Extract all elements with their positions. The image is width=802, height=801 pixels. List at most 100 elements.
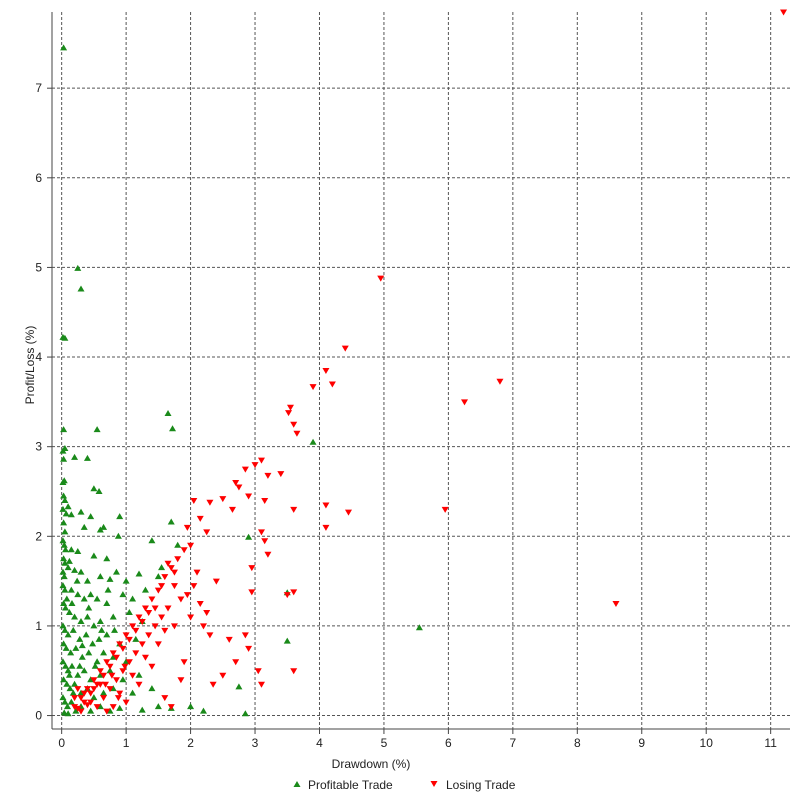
data-point <box>60 676 68 683</box>
y-tick-label: 1 <box>35 619 42 633</box>
data-point <box>151 605 159 612</box>
data-point <box>108 672 116 679</box>
data-point <box>286 404 294 411</box>
data-point <box>290 668 298 675</box>
data-point <box>62 510 70 517</box>
data-point <box>60 492 68 499</box>
data-point <box>161 695 169 702</box>
data-point <box>169 425 177 432</box>
data-point <box>344 509 352 516</box>
data-point <box>71 566 79 573</box>
data-point <box>100 689 108 696</box>
data-point <box>109 685 117 692</box>
data-point <box>83 702 91 709</box>
data-point <box>203 529 211 536</box>
data-point <box>277 471 285 478</box>
axes <box>51 12 790 730</box>
data-point <box>341 345 349 352</box>
data-point <box>96 617 104 624</box>
y-tick-label: 6 <box>35 171 42 185</box>
data-point <box>148 596 156 603</box>
data-point <box>129 595 137 602</box>
data-point <box>61 444 69 451</box>
data-point <box>132 650 140 657</box>
data-point <box>122 577 130 584</box>
data-point <box>248 565 256 572</box>
x-tick-label: 11 <box>764 736 777 750</box>
data-point <box>77 568 85 575</box>
data-point <box>63 703 71 710</box>
x-ticks: 0 1 2 3 4 5 6 7 8 9 10 11 <box>58 729 777 750</box>
y-axis-title: Profit/Loss (%) <box>23 326 37 405</box>
data-point <box>129 689 137 696</box>
data-point <box>167 704 175 711</box>
data-point <box>61 559 69 566</box>
data-point <box>63 595 71 602</box>
data-point <box>219 672 227 679</box>
data-point <box>138 641 146 648</box>
data-point <box>141 654 149 661</box>
data-point <box>64 564 72 571</box>
data-point <box>103 659 111 666</box>
data-point <box>93 681 101 688</box>
plot-frame <box>52 12 790 729</box>
data-point <box>90 622 98 629</box>
data-point <box>90 552 98 559</box>
data-point <box>264 472 272 479</box>
data-point <box>77 689 85 696</box>
data-point <box>209 681 217 688</box>
data-point <box>154 703 162 710</box>
data-point <box>77 708 85 715</box>
x-tick-label: 2 <box>187 736 194 750</box>
data-point <box>59 537 67 544</box>
legend: Profitable Trade Losing Trade <box>293 778 516 792</box>
data-point <box>100 672 108 679</box>
x-tick-label: 9 <box>638 736 645 750</box>
data-point <box>93 595 101 602</box>
data-point <box>63 680 71 687</box>
data-point <box>206 499 214 506</box>
data-point <box>322 524 330 531</box>
data-point <box>125 659 133 666</box>
data-point <box>59 505 67 512</box>
data-point <box>90 694 98 701</box>
data-point <box>87 707 95 714</box>
data-point <box>61 496 69 503</box>
data-point <box>112 654 120 661</box>
data-point <box>96 573 104 580</box>
data-point <box>183 524 191 531</box>
data-point <box>89 640 97 647</box>
data-point <box>83 454 91 461</box>
data-point <box>61 334 69 341</box>
data-point <box>187 703 195 710</box>
data-point <box>71 613 79 620</box>
x-tick-label: 7 <box>510 736 517 750</box>
data-point <box>96 668 104 675</box>
grid <box>52 12 790 729</box>
data-point <box>59 694 67 701</box>
data-point <box>290 589 298 596</box>
data-point <box>309 384 317 391</box>
data-point <box>190 583 198 590</box>
data-point <box>90 677 98 684</box>
data-point <box>164 410 172 417</box>
data-point <box>83 577 91 584</box>
data-point <box>77 508 85 515</box>
data-point <box>135 671 143 678</box>
data-point <box>112 568 120 575</box>
data-point <box>170 583 178 590</box>
data-point <box>106 707 114 714</box>
data-point <box>148 537 156 544</box>
data-point <box>170 623 178 630</box>
data-point <box>67 586 75 593</box>
data-point <box>245 533 253 540</box>
data-point <box>328 381 336 388</box>
data-point <box>441 506 449 513</box>
data-point <box>87 690 95 697</box>
data-point <box>187 614 195 621</box>
data-point <box>129 623 137 630</box>
data-point <box>245 493 253 500</box>
data-point <box>219 496 227 503</box>
data-point <box>59 568 67 575</box>
